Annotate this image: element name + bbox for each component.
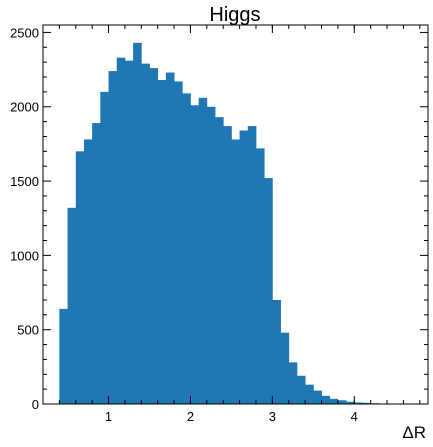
histogram-bar: [231, 139, 240, 404]
histogram-bar: [198, 97, 208, 404]
histogram-bar: [264, 178, 273, 404]
x-tick-label: 1: [105, 409, 112, 424]
histogram-bar: [133, 42, 142, 405]
y-axis-ticks: 0 500 1000 1500 2000 2500: [10, 25, 428, 412]
histogram-bar: [313, 390, 322, 404]
histogram-bar: [174, 81, 183, 404]
x-axis-label: ΔR: [402, 423, 426, 442]
x-tick-label: 4: [351, 409, 358, 424]
histogram-bar: [92, 123, 101, 404]
histogram-bar: [321, 395, 331, 404]
bars-group: [59, 42, 404, 405]
y-tick-label: 1500: [10, 174, 39, 189]
histogram-bar: [149, 68, 159, 404]
y-tick-label: 2500: [10, 25, 39, 40]
histogram-bar: [124, 60, 134, 405]
histogram-bar: [288, 362, 298, 404]
histogram-bar: [182, 93, 191, 405]
histogram-bar: [255, 148, 265, 404]
x-tick-label: 2: [187, 409, 194, 424]
y-tick-label: 0: [32, 397, 39, 412]
histogram-bar: [83, 139, 93, 404]
histogram-bar: [337, 400, 347, 404]
histogram-bar: [75, 151, 85, 404]
histogram-bar: [239, 130, 249, 404]
x-axis-ticks: 1 2 3 4: [42, 25, 421, 424]
chart-title: Higgs: [209, 4, 260, 26]
histogram-bar: [280, 332, 290, 404]
plot-frame: [42, 24, 429, 405]
histogram-bar: [354, 402, 363, 404]
histogram-bar: [215, 117, 224, 405]
histogram-bar: [346, 401, 355, 404]
histogram-bar: [165, 72, 175, 404]
histogram-bar: [108, 71, 118, 404]
histogram-bar: [206, 106, 216, 404]
y-tick-label: 1000: [10, 248, 39, 263]
histogram-bar: [141, 63, 150, 404]
histogram-bar: [116, 57, 126, 404]
histogram-bar: [296, 375, 306, 404]
histogram-bar: [272, 299, 281, 404]
histogram-bar: [362, 402, 372, 404]
histogram-bar: [329, 398, 339, 404]
x-tick-label: 3: [269, 409, 276, 424]
y-tick-label: 500: [17, 323, 39, 338]
y-tick-label: 2000: [10, 100, 39, 115]
histogram-bar: [190, 105, 200, 404]
histogram-bar: [223, 126, 232, 404]
histogram-bar: [67, 207, 77, 404]
histogram-bar: [100, 91, 109, 404]
histogram-bar: [305, 384, 314, 404]
histogram-bar: [59, 308, 68, 404]
histogram-bar: [247, 126, 257, 404]
histogram-bar: [157, 79, 167, 405]
